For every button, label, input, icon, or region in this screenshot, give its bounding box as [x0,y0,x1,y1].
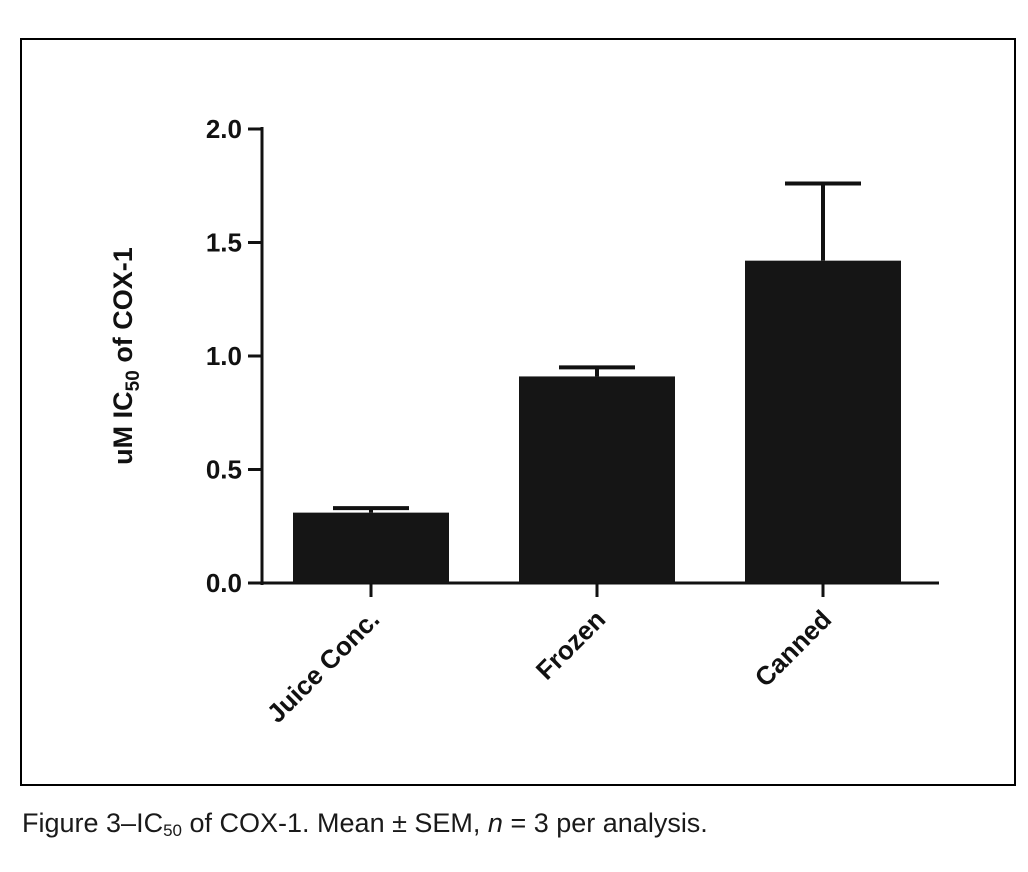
y-axis-title-text: uM IC50 of COX-1 [108,247,144,465]
x-tick-label: Frozen [530,604,611,685]
chart-frame: uM IC50 of COX-1 0.0 0.5 1.0 1.5 2.0 Juice Co… [20,38,1016,786]
y-tick-label: 0.5 [206,455,242,485]
figure-caption: Figure 3–IC50 of COX-1. Mean ± SEM, n = … [22,808,708,841]
x-tick-label: Canned [749,604,838,693]
bar [745,260,901,583]
caption-figure: Figure 3–IC [22,808,164,838]
y-tick-label: 2.0 [206,114,242,144]
y-axis-title: uM IC50 of COX-1 [108,247,144,465]
caption-text-1: of COX-1. Mean ± SEM, [182,808,488,838]
bar [293,512,449,583]
bar [519,376,675,583]
y-tick-label: 0.0 [206,568,242,598]
caption-n: n [487,808,503,838]
bar-chart: uM IC50 of COX-1 0.0 0.5 1.0 1.5 2.0 Juice Co… [108,114,939,728]
caption-text-2: = 3 per analysis. [502,808,708,838]
caption-subscript: 50 [163,821,182,840]
y-tick-label: 1.5 [206,228,242,258]
y-tick-label: 1.0 [206,341,242,371]
x-tick-label: Juice Conc. [261,604,385,728]
